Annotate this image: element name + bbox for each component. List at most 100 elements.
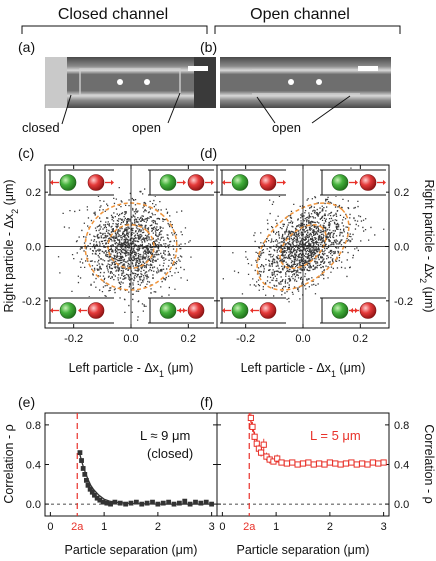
green-particle	[59, 174, 77, 191]
data-point	[348, 459, 355, 466]
data-point	[247, 414, 254, 422]
header-bracket-right	[214, 25, 401, 34]
header-closed-channel: Closed channel	[58, 6, 168, 23]
data-point	[79, 458, 84, 463]
data-point	[82, 472, 88, 477]
green-particle	[159, 302, 177, 319]
y-tick-label: 0.2	[394, 187, 409, 199]
data-point	[260, 441, 267, 448]
panel-label-c: (c)	[18, 145, 34, 161]
green-particle	[231, 174, 249, 191]
panel-label-d: (d)	[200, 145, 217, 161]
contour-2sigma	[256, 202, 350, 291]
green-particle	[231, 302, 249, 319]
data-point	[321, 461, 328, 468]
green-particle	[159, 174, 177, 191]
bead-left-open	[288, 79, 294, 85]
data-point	[274, 455, 281, 462]
panel-label-f: (f)	[200, 394, 213, 410]
red-particle	[87, 302, 105, 319]
data-point	[342, 460, 350, 467]
ylabel-e: Correlation - ρ	[2, 424, 16, 503]
pointer-closed	[61, 94, 72, 125]
data-point	[166, 499, 172, 505]
x-tick-label: 2	[327, 521, 333, 533]
xlabel-c: Left particle - Δx1 (μm)	[69, 361, 194, 379]
data-point	[283, 460, 290, 467]
bead-right-closed	[144, 79, 150, 85]
scatter-axes: -0.2 0.0 0.2 -0.2 0.0 0.2	[22, 165, 217, 345]
header-bracket-left	[21, 25, 208, 34]
data-point	[187, 501, 193, 507]
arrow-head	[211, 179, 214, 186]
x-tick-label: -0.2	[236, 333, 255, 345]
scatter-insets	[48, 169, 214, 324]
x-tick-label: 2	[155, 521, 161, 533]
inset-bottom-right	[148, 297, 214, 324]
data-point	[155, 501, 161, 507]
data-point	[359, 460, 366, 467]
header-open-channel: Open channel	[250, 6, 350, 23]
y-tick-label: 0.0	[26, 242, 41, 254]
data-point	[128, 500, 134, 506]
data-point	[77, 450, 83, 456]
correlation-plot-closed: 0 1 2 3 2a 0.0 0.4 0.8	[26, 412, 218, 533]
data-point	[97, 497, 103, 503]
ylabel-d: Right particle - Δx2 (μm)	[418, 179, 436, 312]
data-point	[249, 423, 256, 430]
annotation-e-line2: (closed)	[147, 446, 193, 461]
x-tick-label: 0.2	[181, 333, 196, 345]
scatter-point-cloud	[57, 187, 192, 321]
data-point	[316, 460, 323, 467]
micrograph-open	[220, 57, 391, 108]
inset-top-left	[220, 169, 286, 196]
y-tick-label: 0.8	[394, 420, 409, 432]
bead-right-open	[316, 79, 322, 85]
arrow-head	[383, 179, 386, 186]
y-tick-label: 0.0	[26, 499, 41, 511]
data-point	[251, 433, 258, 440]
y-tick-label: 0.0	[394, 242, 409, 254]
ylabel-f: Correlation - ρ	[422, 424, 436, 503]
y-tick-label: 0.4	[394, 460, 409, 472]
data-point	[305, 459, 312, 466]
arrow-head	[222, 307, 225, 314]
x-tick-label: 3	[209, 521, 215, 533]
data-point	[92, 492, 97, 498]
inset-top-right	[320, 169, 386, 196]
scatter-plot-closed: -0.2 0.0 0.2 -0.2 0.0 0.2	[22, 164, 218, 345]
data-point	[369, 459, 376, 466]
data-point	[198, 500, 204, 506]
data-point	[108, 501, 113, 507]
data-point	[375, 460, 382, 467]
arrow-head	[111, 179, 114, 186]
red-particle	[187, 302, 205, 319]
data-point	[176, 500, 182, 506]
x-tick-label: 0.2	[353, 333, 368, 345]
x-tick-label: 1	[101, 521, 107, 533]
y-tick-label: 0.0	[394, 499, 409, 511]
data-point	[87, 486, 93, 492]
scatter-contours	[256, 202, 350, 291]
y-tick-label: -0.2	[22, 296, 41, 308]
red-particle	[259, 174, 277, 191]
panel-label-e: (e)	[18, 394, 35, 410]
data-point	[193, 499, 198, 505]
data-point	[326, 459, 333, 466]
red-particle	[87, 174, 105, 191]
scale-bar-open	[358, 66, 378, 71]
correlation-axes: 0 1 2 3 2a 0.0 0.4 0.8	[217, 413, 409, 533]
x-tick-label: 0	[47, 521, 53, 533]
data-point	[133, 499, 139, 505]
panel-label-b: (b)	[200, 39, 217, 55]
scatter-points	[57, 187, 192, 321]
data-point	[278, 459, 285, 466]
data-point	[89, 489, 95, 495]
ylabel-c: Right particle - Δx2 (μm)	[2, 179, 20, 312]
data-point	[139, 501, 145, 507]
data-point	[299, 460, 307, 467]
y-tick-label: 0.8	[26, 420, 41, 432]
arrow-head	[50, 179, 53, 186]
data-point	[353, 461, 360, 468]
